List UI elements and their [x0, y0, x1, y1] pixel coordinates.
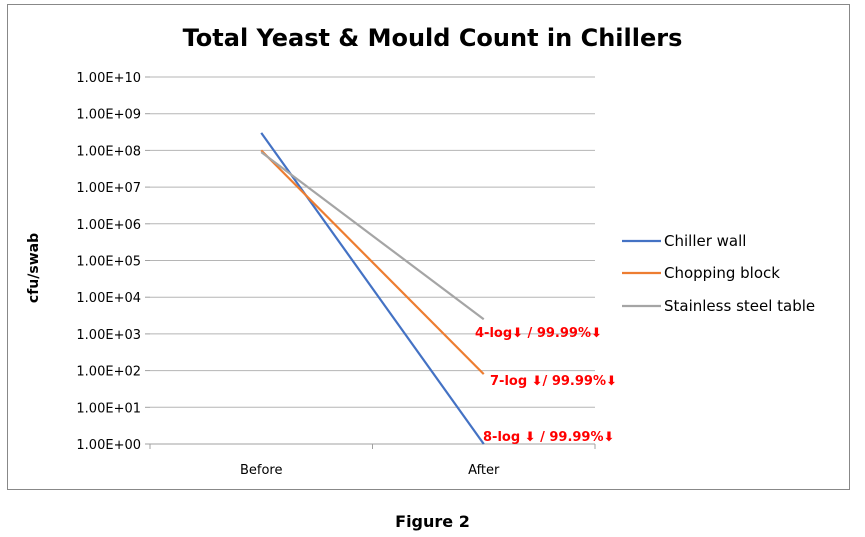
annotation-label: 8-log ⬇ / 99.99%⬇ [483, 430, 614, 445]
y-axis-label: cfu/swab [26, 233, 42, 303]
series-lines [260, 132, 485, 445]
y-tick-label: 1.00E+06 [76, 218, 141, 233]
y-tick-label: 1.00E+01 [76, 401, 141, 416]
y-tick-label: 1.00E+00 [76, 438, 141, 453]
y-tick-label: 1.00E+07 [76, 181, 141, 196]
legend: Chiller wall Chopping block Stainless stee… [622, 232, 815, 315]
y-tick-label: 1.00E+09 [76, 108, 141, 123]
y-tick-label: 1.00E+08 [76, 144, 141, 159]
legend-label: Chopping block [664, 264, 780, 282]
series-line [260, 132, 485, 445]
series-line [260, 149, 485, 375]
y-tick-labels: 1.00E+00 1.00E+01 1.00E+02 1.00E+03 1.00E+04… [76, 71, 141, 453]
legend-label: Chiller wall [664, 232, 746, 250]
legend-label: Stainless steel table [664, 297, 815, 315]
x-tick-label: After [468, 463, 500, 478]
y-tick-label: 1.00E+10 [76, 71, 141, 86]
y-tick-label: 1.00E+04 [76, 291, 141, 306]
annotation-label: 4-log⬇ / 99.99%⬇ [475, 326, 602, 341]
y-tick-label: 1.00E+05 [76, 255, 141, 270]
x-tick-label: Before [240, 463, 283, 478]
annotations: 4-log⬇ / 99.99%⬇ 7-log ⬇/ 99.99%⬇ 8-log ⬇ … [475, 326, 617, 445]
chart-title: Total Yeast & Mould Count in Chillers [182, 24, 683, 52]
grid-lines [145, 76, 596, 449]
y-tick-label: 1.00E+03 [76, 328, 141, 343]
y-tick-label: 1.00E+02 [76, 365, 141, 380]
figure-caption: Figure 2 [395, 512, 470, 531]
x-tick-labels: Before After [240, 463, 500, 478]
series-line [260, 151, 485, 321]
chart-frame [7, 4, 850, 490]
annotation-label: 7-log ⬇/ 99.99%⬇ [490, 374, 617, 389]
